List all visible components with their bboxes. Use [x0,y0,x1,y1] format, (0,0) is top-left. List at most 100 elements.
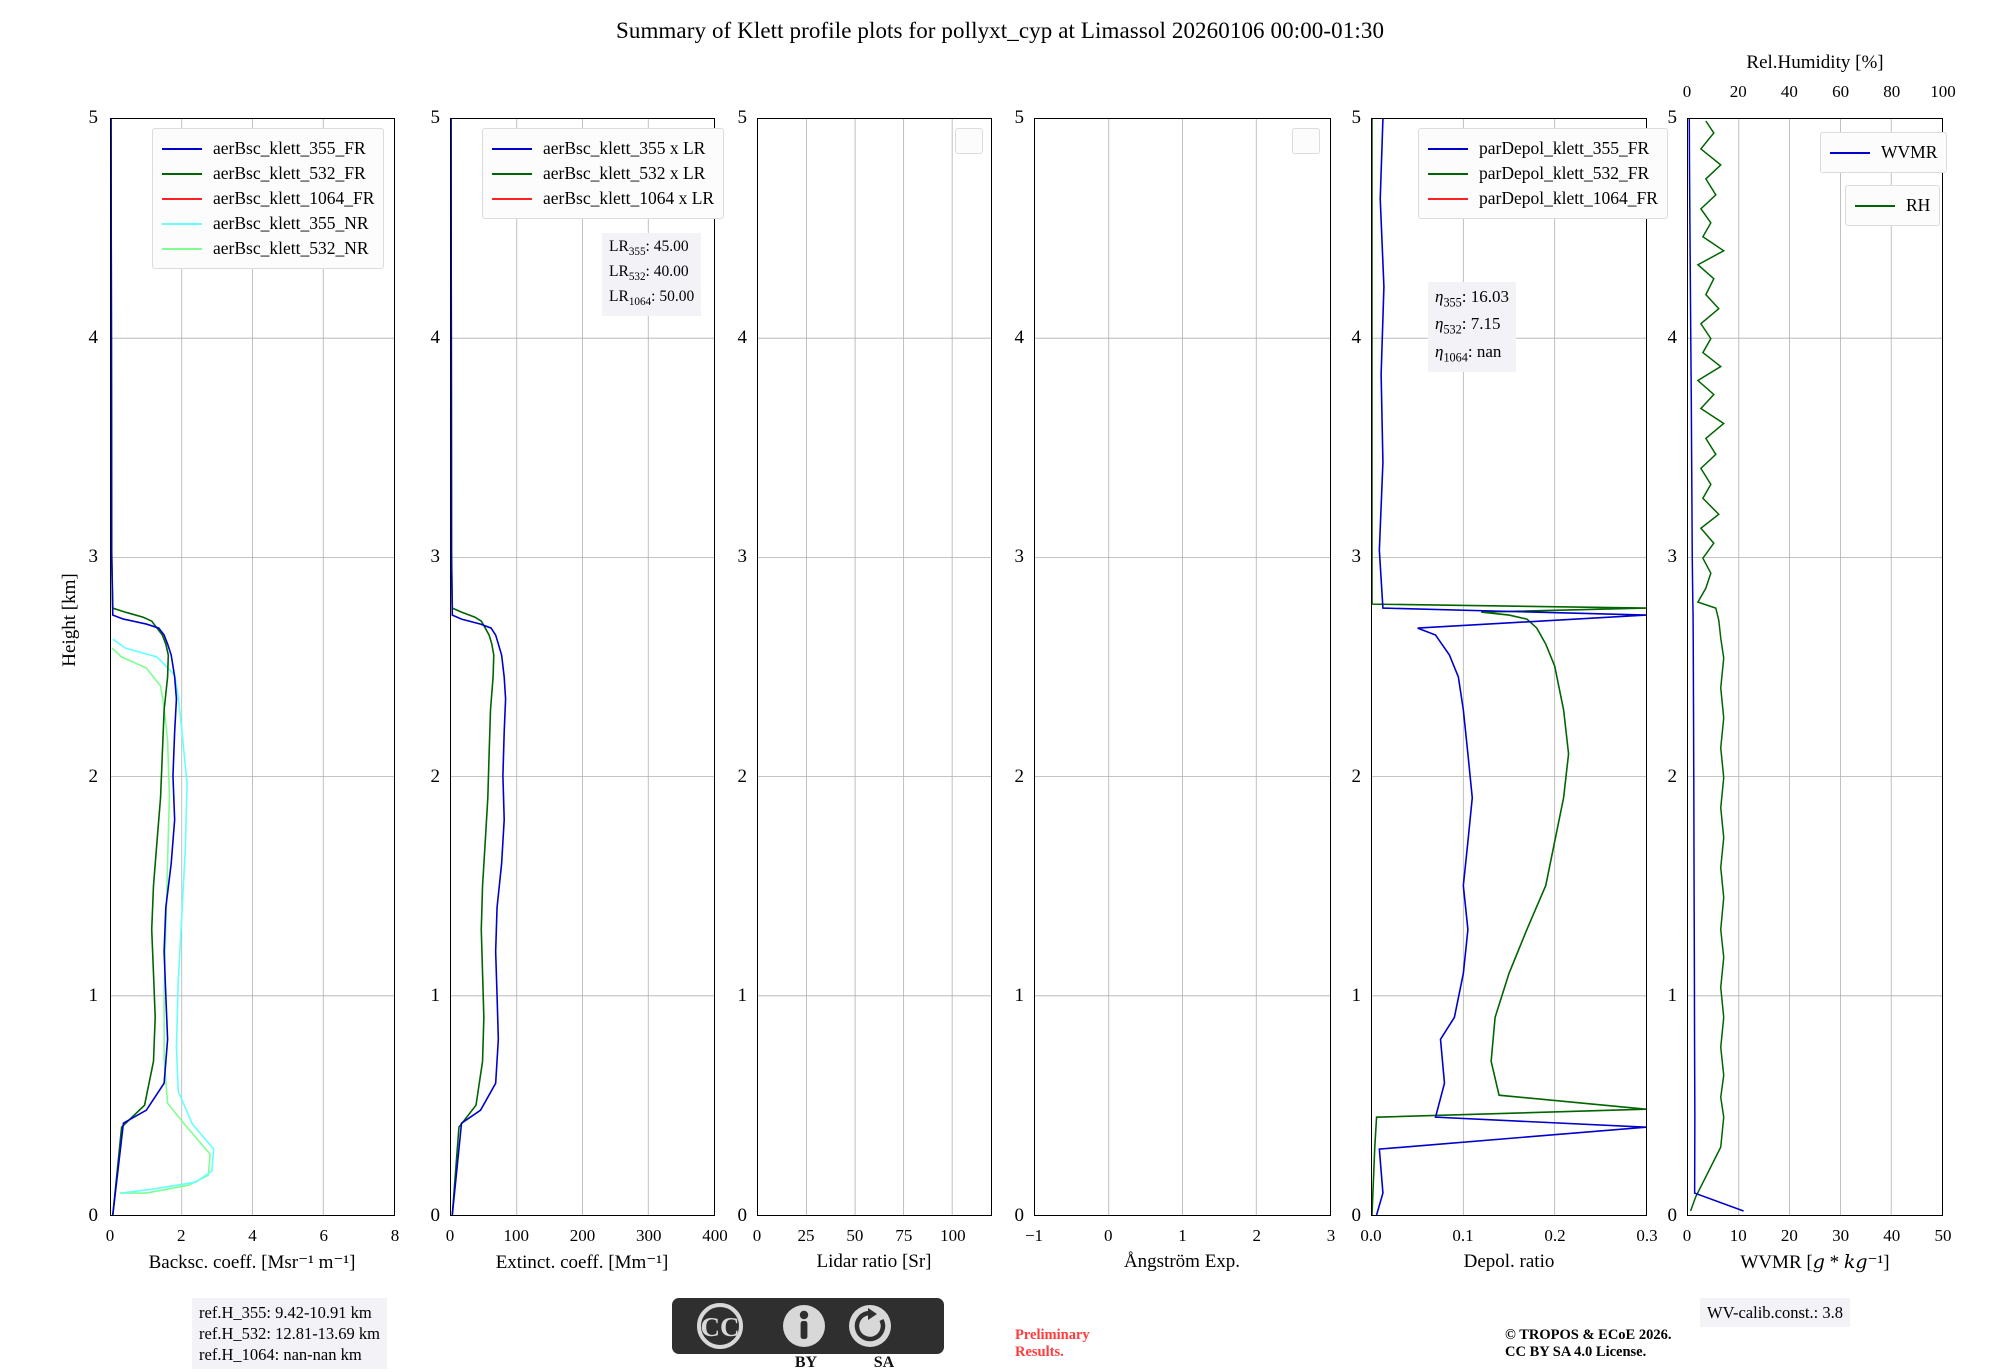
preliminary-notice: Preliminary Results. [1015,1327,1090,1361]
legend-label: aerBsc_klett_1064_FR [213,188,375,208]
y-tick-p6-4: 4 [1667,326,1678,348]
line-swatch-icon [1428,197,1468,200]
legend-item[interactable]: aerBsc_klett_355_NR [162,211,374,236]
legend-item[interactable]: parDepol_klett_532_FR [1428,161,1658,186]
legend-item[interactable]: aerBsc_klett_355_FR [162,136,374,161]
ref-h-1064: ref.H_1064: nan-nan km [199,1345,362,1364]
p3-x-tick-3: 75 [895,1226,913,1245]
legend-label: aerBsc_klett_355_FR [213,138,366,158]
p1-x-tick-2: 4 [248,1226,257,1245]
p5-x-tick-1: 0.1 [1452,1226,1474,1245]
legend-item[interactable]: aerBsc_klett_355 x LR [492,136,714,161]
eta-355-sub: 355 [1443,295,1462,310]
p4-x-tick-0: −1 [1024,1226,1044,1245]
p6-x-tick-0: 0 [1682,1226,1692,1245]
wv-calib-box: WV-calib.const.: 3.8 [1700,1298,1850,1327]
legend-label: aerBsc_klett_355 x LR [543,138,706,158]
y-tick-p4-5: 5 [1014,107,1025,128]
legend-item[interactable]: aerBsc_klett_532_NR [162,236,374,261]
wv-calib-text: WV-calib.const.: 3.8 [1707,1303,1843,1322]
eta-1064-name: η [1435,341,1444,361]
y-tick-p6-0: 0 [1667,1205,1678,1226]
legend-item[interactable]: RH [1855,193,1930,218]
y-tick-1: 1 [88,985,99,1007]
p2-x-tick-3: 300 [636,1226,662,1245]
panel-backscatter [110,118,395,1216]
depol-legend: parDepol_klett_355_FR parDepol_klett_532… [1418,128,1668,219]
wvmr-rh-plot-area [1688,119,1942,1215]
legend-item[interactable]: parDepol_klett_1064_FR [1428,186,1658,211]
p6-top-tick-1: 20 [1729,82,1747,101]
cc-badge-labels: BY SA [672,1354,944,1372]
eta-1064-row: η1064: nan [1435,341,1502,365]
lr-355-row: LR355: 45.00 [609,238,689,259]
legend-label: aerBsc_klett_532_FR [213,163,366,183]
legend-item[interactable]: aerBsc_klett_1064 x LR [492,186,714,211]
rh-legend: RH [1845,185,1941,226]
panel-extinction [450,118,715,1216]
p6-x-tick-5: 50 [1934,1226,1952,1245]
panel-wvmr-rh [1687,118,1943,1216]
p5-x-axis-label: Depol. ratio [1463,1251,1555,1272]
cc-label-cc [672,1354,768,1372]
y-tick-p4-3: 3 [1014,546,1025,568]
p5-x-tick-3: 0.3 [1636,1226,1658,1245]
lr-532-name: LR [609,263,629,281]
p4-x-tick-4: 3 [1326,1226,1336,1245]
p1-x-tick-0: 0 [105,1226,115,1245]
y-tick-p2-1: 1 [430,985,441,1007]
y-tick-p5-2: 2 [1351,765,1362,787]
y-tick-p3-5: 5 [737,107,748,128]
y-tick-p4-4: 4 [1014,326,1025,348]
y-tick-p2-4: 4 [430,326,441,348]
p6-top-tick-4: 80 [1883,82,1901,101]
y-tick-p4-1: 1 [1014,985,1025,1007]
wvmr-legend: WVMR [1820,132,1948,173]
lr-532-row: LR532: 40.00 [609,263,689,284]
cc-license-badge[interactable]: CC BY SA [672,1298,944,1372]
cc-badge-icons: CC [697,1303,891,1349]
eta-355-value: 16.03 [1470,287,1510,306]
legend-label: parDepol_klett_355_FR [1479,138,1650,158]
y-axis-label: Height [km] [59,573,80,667]
line-swatch-icon [162,197,202,200]
legend-item[interactable]: aerBsc_klett_1064_FR [162,186,374,211]
p3-x-tick-2: 50 [846,1226,864,1245]
legend-label: parDepol_klett_1064_FR [1479,188,1658,208]
y-tick-p3-3: 3 [737,546,748,568]
y-tick-p5-1: 1 [1351,985,1362,1007]
p1-x-tick-1: 2 [177,1226,186,1245]
eta-1064-value: nan [1476,341,1502,361]
eta-1064-sub: 1064 [1443,350,1468,365]
p4-x-axis-label: Ångström Exp. [1123,1251,1241,1272]
eta-532-sub: 532 [1443,322,1462,337]
legend-item[interactable]: aerBsc_klett_532 x LR [492,161,714,186]
p2-x-tick-2: 200 [569,1226,596,1245]
y-tick-p2-2: 2 [430,765,441,787]
legend-item[interactable]: aerBsc_klett_532_FR [162,161,374,186]
legend-item[interactable]: WVMR [1830,140,1937,165]
legend-label: WVMR [1881,142,1938,162]
p3-x-tick-0: 0 [752,1226,762,1245]
line-swatch-icon [162,222,202,225]
p4-x-tick-3: 2 [1252,1226,1262,1245]
p3-x-tick-4: 100 [940,1226,966,1245]
p2-x-axis-label: Extinct. coeff. [Mm⁻¹] [495,1252,669,1273]
y-tick-2: 2 [88,765,99,787]
panel-lidar-ratio [757,118,992,1216]
legend-label: parDepol_klett_532_FR [1479,163,1650,183]
svg-text:CC: CC [701,1312,740,1342]
line-swatch-icon [162,147,202,150]
y-tick-p2-5: 5 [430,107,441,128]
p3-x-tick-1: 25 [797,1226,815,1245]
y-tick-p6-1: 1 [1667,985,1678,1007]
legend-item[interactable]: parDepol_klett_355_FR [1428,136,1658,161]
line-swatch-icon [1428,147,1468,150]
lidar-ratio-legend-empty [955,128,983,154]
y-tick-p2-0: 0 [430,1205,441,1226]
y-tick-p5-3: 3 [1351,546,1362,568]
lidar-ratio-info-box: LR355: 45.00 LR532: 40.00 LR1064: 50.00 [602,233,702,317]
y-tick-p5-4: 4 [1351,326,1362,348]
line-swatch-icon [1830,151,1870,154]
